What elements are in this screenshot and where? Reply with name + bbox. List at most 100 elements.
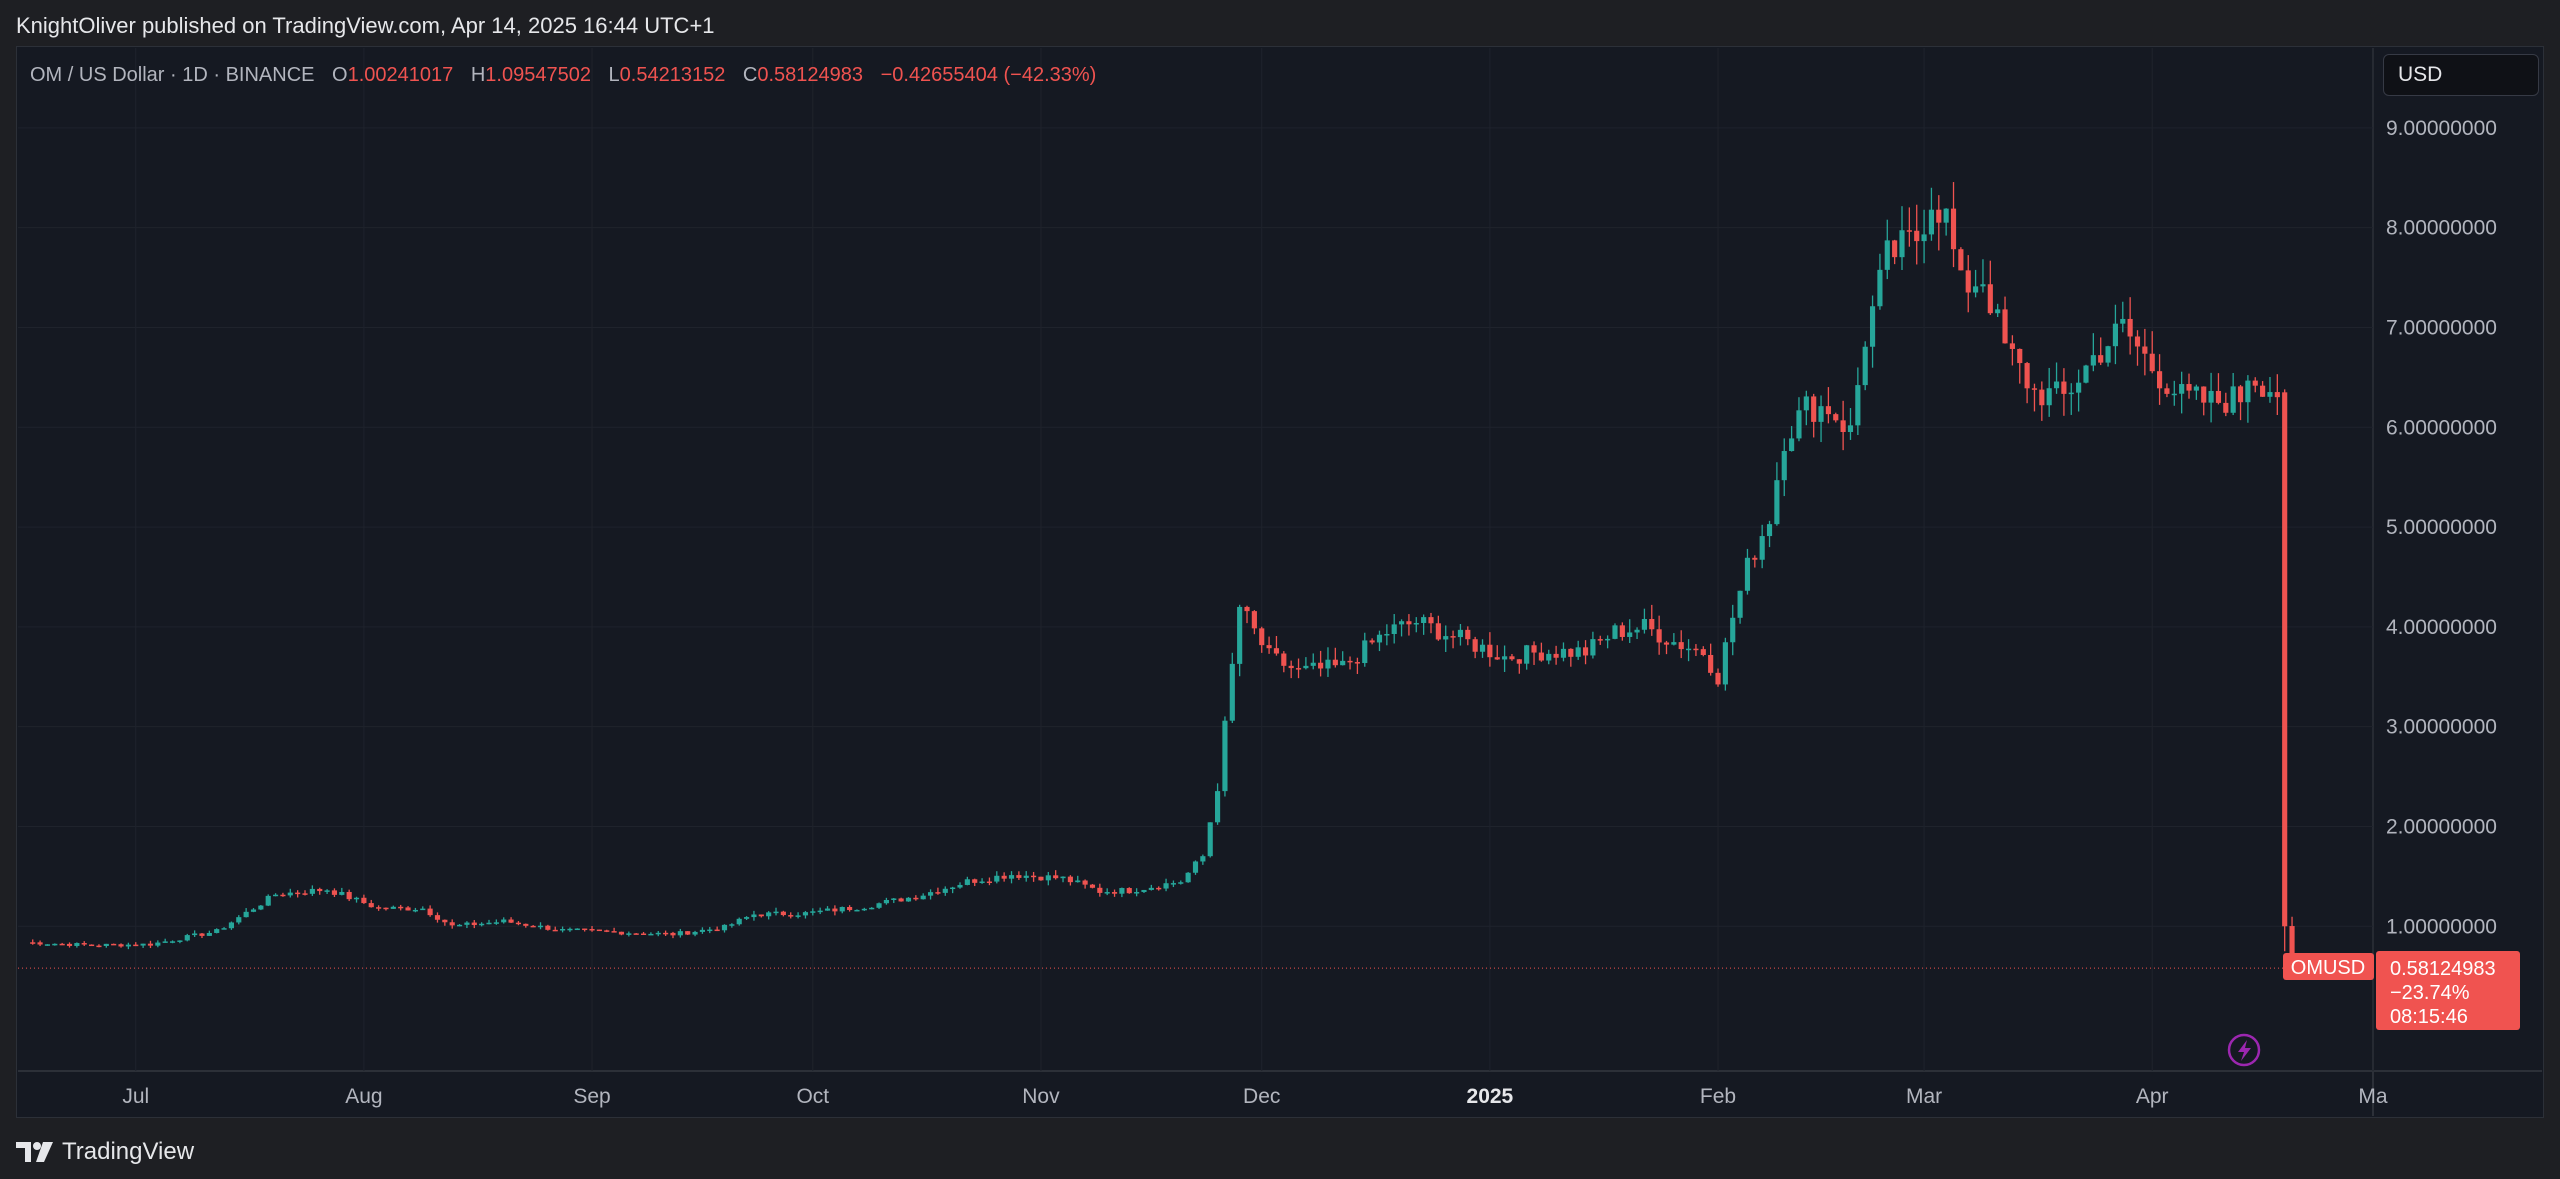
price-tick-label: 9.00000000 <box>2386 117 2497 140</box>
candle-body <box>824 908 831 911</box>
candle-body <box>560 928 566 931</box>
candle-body <box>1693 648 1699 651</box>
candle-body <box>1075 880 1081 883</box>
candle-body <box>2090 355 2096 366</box>
candle-body <box>626 933 632 935</box>
candle-body <box>1288 665 1294 669</box>
candle-body <box>1803 396 1809 411</box>
candle-body <box>1016 875 1022 878</box>
candle-body <box>898 898 904 902</box>
candle-body <box>1185 872 1191 883</box>
candle-body <box>2208 390 2214 403</box>
plot-area[interactable] <box>18 48 2373 1071</box>
time-tick-label[interactable]: Nov <box>1022 1085 1060 1108</box>
candle-body <box>994 875 1000 882</box>
candle-body <box>59 943 65 946</box>
time-tick-label[interactable]: Oct <box>796 1085 829 1108</box>
candle-body <box>1229 663 1235 721</box>
gridlines <box>18 48 2374 1071</box>
candle-body <box>1369 640 1375 643</box>
candle-body <box>2061 381 2067 394</box>
time-tick-label[interactable]: Dec <box>1243 1085 1280 1108</box>
candle-body <box>714 929 720 932</box>
candle-body <box>802 912 809 916</box>
candle-body <box>442 919 448 923</box>
tradingview-brand[interactable]: TradingView <box>16 1138 194 1166</box>
price-badge-change: −23.74% <box>2390 982 2470 1004</box>
lightning-icon[interactable] <box>2227 1033 2261 1067</box>
price-tick-label: 3.00000000 <box>2386 716 2497 739</box>
candle-body <box>537 925 544 928</box>
candle-body <box>648 933 654 936</box>
candle-body <box>118 944 124 947</box>
candle-body <box>250 909 257 912</box>
candle-body <box>89 944 95 947</box>
candle-body <box>1560 648 1567 658</box>
time-tick-label[interactable]: Mar <box>1906 1085 1942 1108</box>
time-tick-label[interactable]: 2025 <box>1467 1085 1514 1108</box>
price-tick-label: 7.00000000 <box>2386 316 2497 339</box>
candle-body <box>670 932 676 936</box>
candle-body <box>582 928 588 931</box>
candle-body <box>1126 888 1132 894</box>
candle-body <box>1001 875 1007 879</box>
candle-body <box>1310 662 1316 666</box>
candle-body <box>1354 662 1360 664</box>
candle-body <box>736 918 742 925</box>
time-tick-label[interactable]: Feb <box>1700 1085 1736 1108</box>
candle-body <box>979 881 985 884</box>
ohlc-legend: OM / US Dollar · 1D · BINANCE O1.0024101… <box>30 60 1096 90</box>
candle-body <box>508 919 514 923</box>
candle-body <box>2083 365 2089 383</box>
candle-body <box>2171 393 2177 396</box>
time-tick-label[interactable]: Ma <box>2358 1085 2387 1108</box>
candle-body <box>1192 861 1199 873</box>
last-price-badge: OMUSD 0.58124983 −23.74% 08:15:46 <box>2283 951 2520 1030</box>
candle-body <box>1546 653 1552 661</box>
candle-body <box>972 879 978 883</box>
candle-body <box>309 888 315 894</box>
tradingview-logo-icon <box>16 1142 53 1162</box>
price-axis-area[interactable] <box>2374 48 2542 1116</box>
candle-body <box>2053 381 2060 389</box>
time-tick-label[interactable]: Apr <box>2136 1085 2169 1108</box>
candle-body <box>1943 208 1949 223</box>
legend-symbol[interactable]: OM / US Dollar · 1D · BINANCE <box>30 64 315 86</box>
candle-body <box>2046 388 2052 406</box>
candle-body <box>1590 639 1596 656</box>
candle-body <box>2260 385 2266 397</box>
time-tick-label[interactable]: Sep <box>573 1085 610 1108</box>
candle-body <box>236 917 242 923</box>
candle-body <box>905 897 912 902</box>
candle-body <box>155 942 161 946</box>
candle-body <box>427 908 433 916</box>
time-tick-label[interactable]: Aug <box>345 1085 382 1108</box>
symbol-badge-text: OMUSD <box>2291 957 2365 979</box>
candle-body <box>935 892 941 894</box>
candle-body <box>1200 856 1206 862</box>
time-axis-labels[interactable]: Jul Aug Sep Oct Nov Dec 2025 Feb Mar Apr Ma <box>122 1085 2388 1108</box>
candle-body <box>2179 384 2185 394</box>
time-tick-label[interactable]: Jul <box>122 1085 149 1108</box>
candle-body <box>1067 876 1073 883</box>
candle-body <box>346 891 352 900</box>
candle-body <box>2252 380 2258 386</box>
candle-body <box>1840 420 1846 433</box>
currency-button[interactable]: USD <box>2383 54 2539 96</box>
candle-body <box>611 931 617 933</box>
candle-body <box>817 910 823 913</box>
candle-body <box>1053 875 1059 879</box>
candle-body <box>479 923 485 926</box>
candle-body <box>1553 653 1559 658</box>
candle-body <box>81 943 87 945</box>
price-tick-label: 4.00000000 <box>2386 616 2497 639</box>
legend-open-label: O <box>332 64 348 86</box>
candle-body <box>140 943 146 946</box>
candle-body <box>1237 606 1243 664</box>
candle-body <box>721 924 728 931</box>
candle-body <box>390 906 396 909</box>
candle-body <box>339 891 345 895</box>
candle-body <box>1141 889 1147 893</box>
candle-body <box>1686 648 1692 651</box>
